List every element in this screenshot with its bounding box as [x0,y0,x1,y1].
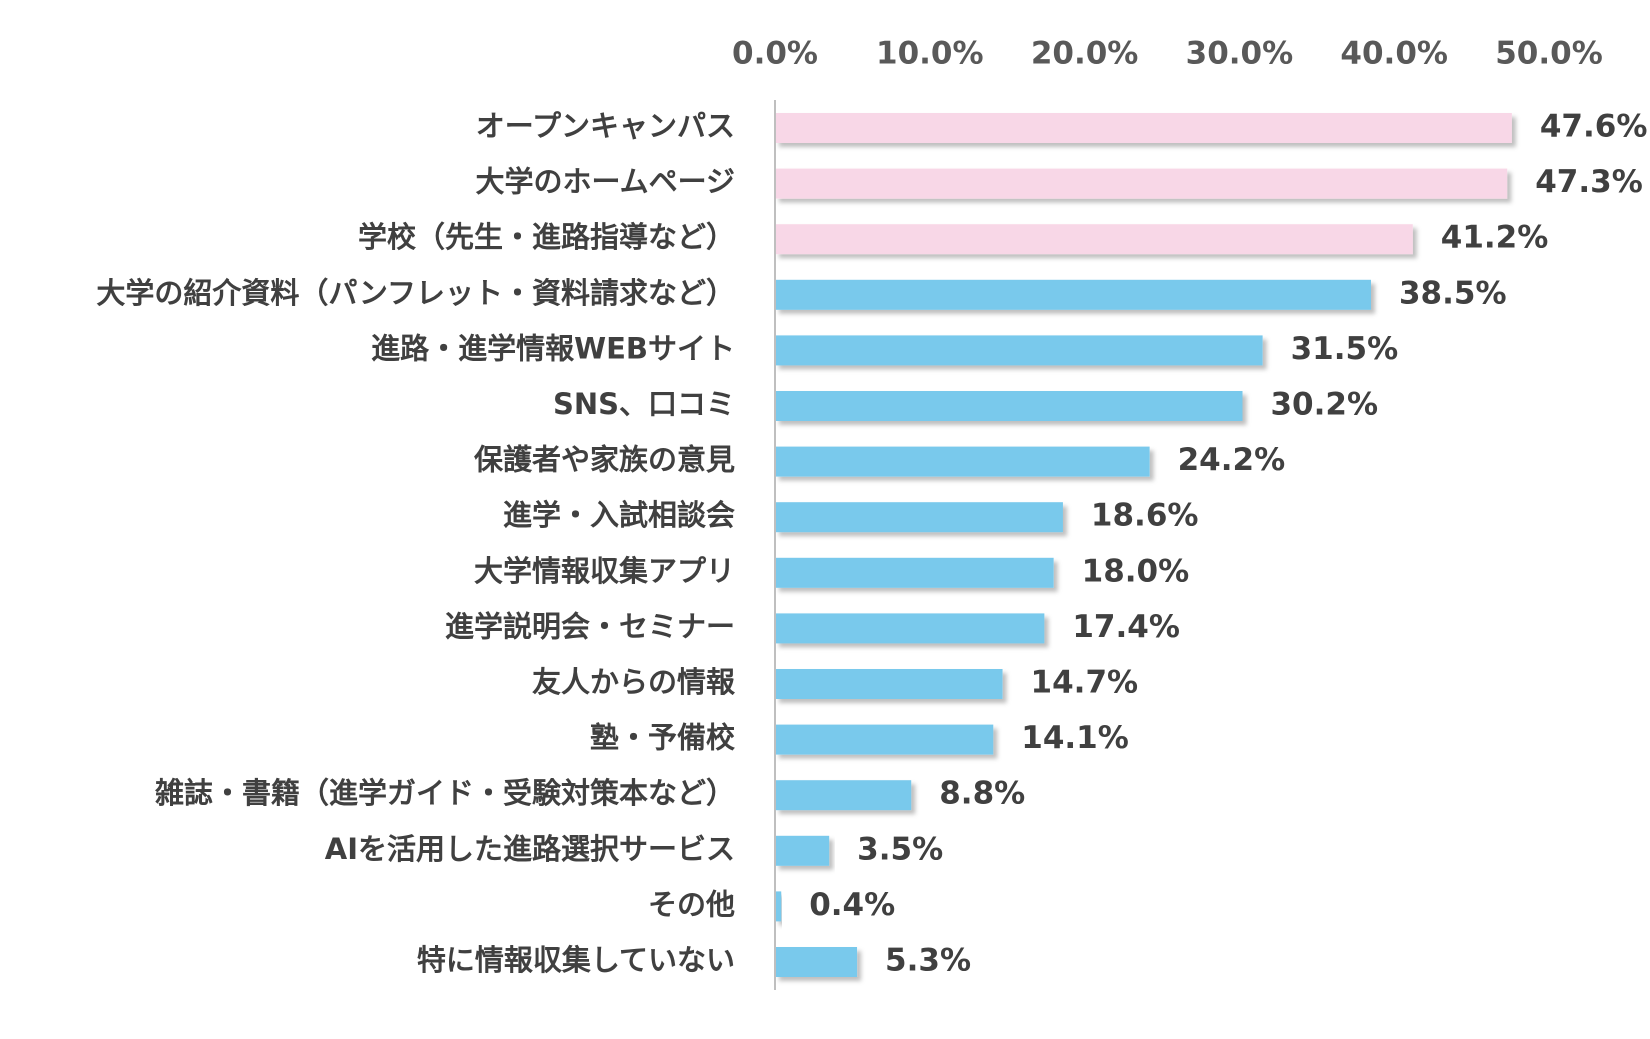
value-label: 47.3% [1535,164,1643,200]
value-label: 38.5% [1399,275,1507,311]
value-label: 18.6% [1091,498,1199,534]
value-label: 0.4% [809,887,895,923]
value-label: 14.7% [1031,665,1139,701]
category-label: 友人からの情報 [532,665,736,699]
bar [775,669,1003,699]
category-label: 学校（先生・進路指導など） [358,220,735,254]
bar [775,113,1512,143]
category-label: その他 [648,887,735,921]
category-label: SNS、口コミ [553,387,735,421]
category-label: 雑誌・書籍（進学ガイド・受験対策本など） [154,776,735,810]
category-label: 大学のホームページ [475,165,735,199]
x-tick-label: 40.0% [1340,36,1448,72]
bar [775,391,1243,421]
value-label: 18.0% [1082,553,1190,589]
value-label: 31.5% [1291,331,1399,367]
category-label: オープンキャンパス [476,109,735,143]
bar [775,891,782,922]
bar [775,835,830,866]
value-label: 5.3% [885,943,971,979]
category-label: 進路・進学情報WEBサイト [371,331,735,365]
bar [775,613,1045,644]
x-tick-label: 0.0% [732,36,818,72]
value-label: 30.2% [1270,387,1378,423]
value-label: 41.2% [1441,220,1549,256]
bar [775,557,1054,588]
bar [775,724,994,755]
bar [775,780,912,811]
category-label: 特に情報収集していない [417,943,735,977]
category-label: 塾・予備校 [590,721,735,755]
bar [775,224,1413,255]
bar [775,502,1063,533]
x-tick-label: 10.0% [876,36,984,72]
category-label: 保護者や家族の意見 [473,443,735,477]
bar [775,446,1150,477]
value-label: 17.4% [1072,609,1180,645]
category-label: 大学情報収集アプリ [474,554,735,588]
category-label: 進学説明会・セミナー [445,609,735,643]
x-tick-label: 30.0% [1186,36,1294,72]
value-label: 24.2% [1178,442,1286,478]
bar [775,947,858,977]
x-tick-label: 50.0% [1495,36,1603,72]
category-label: 進学・入試相談会 [503,498,735,532]
x-axis-ticks: 0.0% 10.0% 20.0% 30.0% 40.0% 50.0% [732,36,1603,72]
bar [775,335,1263,366]
bars [775,113,1512,977]
value-label: 3.5% [857,831,943,867]
value-label: 14.1% [1021,720,1129,756]
value-labels: 47.6% 47.3% 41.2% 38.5%31.5% 30.2% 24.2% 18.6%… [809,109,1647,979]
x-tick-label: 20.0% [1031,36,1139,72]
value-label: 47.6% [1540,109,1648,145]
bar [775,279,1371,310]
bar [775,168,1508,199]
category-label: AIを活用した進路選択サービス [325,832,735,866]
category-label: 大学の紹介資料（パンフレット・資料請求など） [96,276,735,310]
value-label: 8.8% [939,776,1025,812]
